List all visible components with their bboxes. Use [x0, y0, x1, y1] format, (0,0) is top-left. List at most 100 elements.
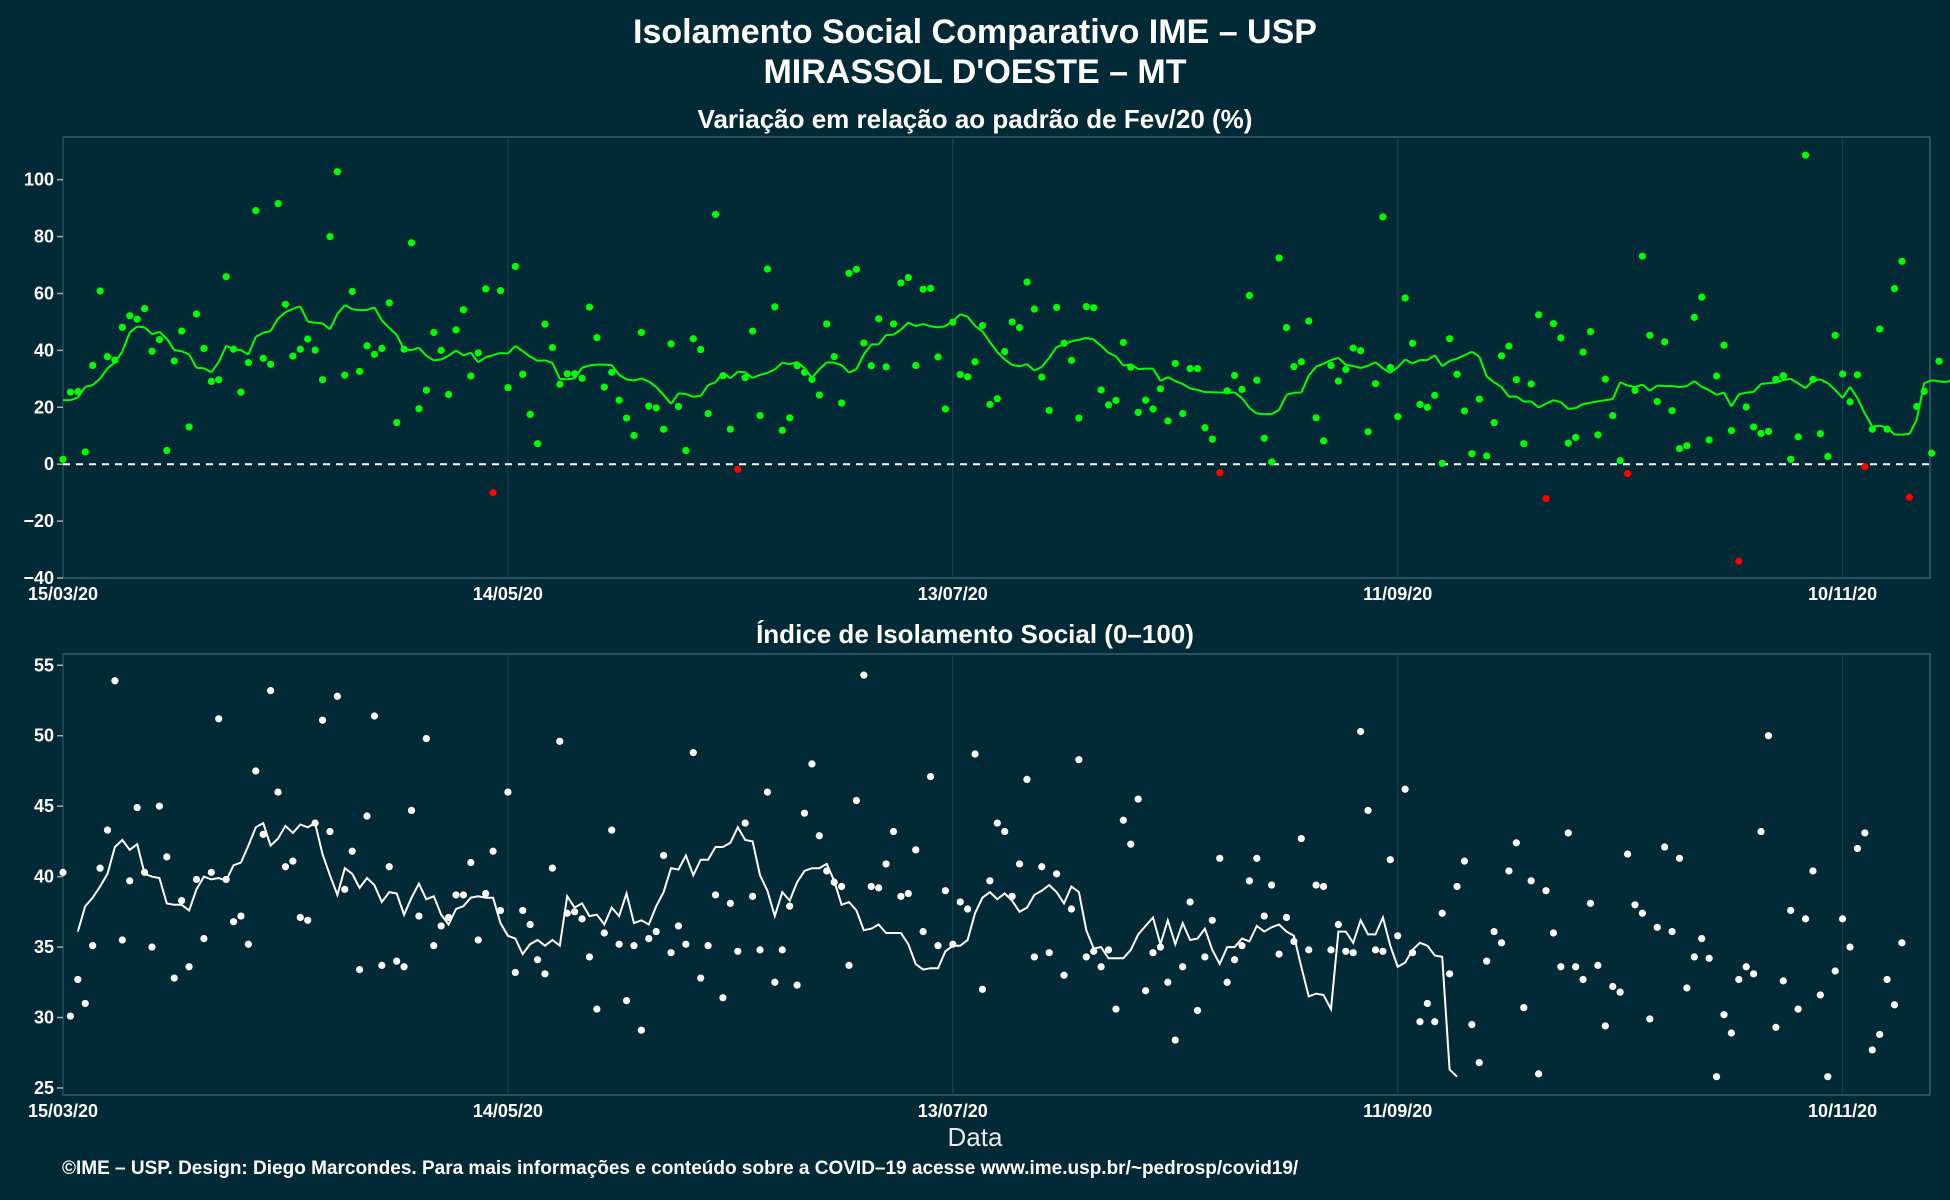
index-data-point	[452, 891, 460, 899]
index-data-point	[1238, 942, 1246, 950]
index-x-tick-label: 13/07/20	[918, 1101, 988, 1121]
variation-data-point	[237, 388, 245, 396]
variation-trend-segment	[966, 316, 976, 327]
variation-trend-segment	[1478, 356, 1488, 377]
variation-trend-segment	[121, 332, 131, 352]
variation-data-point	[748, 327, 757, 335]
variation-data-point	[1609, 411, 1617, 420]
variation-data-point	[1927, 449, 1936, 457]
index-data-point	[593, 1005, 601, 1013]
variation-data-point	[200, 344, 208, 352]
variation-data-point	[1831, 331, 1839, 339]
variation-data-point	[533, 440, 542, 448]
variation-data-point	[1868, 425, 1876, 433]
index-data-point	[1171, 1036, 1179, 1044]
index-data-point	[237, 912, 245, 920]
variation-trend-segment	[143, 326, 153, 335]
index-data-point	[1119, 816, 1127, 824]
index-data-point	[267, 687, 275, 695]
variation-trend-segment	[1315, 362, 1324, 368]
index-data-point	[630, 942, 638, 950]
variation-data-point	[1816, 430, 1824, 438]
variation-trend-segment	[522, 350, 531, 358]
index-data-point	[1579, 975, 1587, 984]
variation-data-point	[1193, 364, 1202, 373]
variation-data-point	[1898, 257, 1906, 265]
footer-credits: ©IME – USP. Design: Diego Marcondes. Par…	[62, 1158, 1299, 1179]
index-data-point	[578, 915, 586, 923]
variation-trend-segment	[1568, 407, 1576, 410]
index-data-point	[860, 671, 868, 679]
index-data-point	[1312, 881, 1320, 889]
variation-data-point	[118, 323, 126, 331]
variation-data-point	[1920, 387, 1928, 395]
variation-trend-segment	[1752, 383, 1762, 393]
variation-trend-segment	[1033, 365, 1043, 372]
variation-data-point	[1750, 423, 1758, 431]
variation-trend-segment	[1701, 385, 1710, 392]
variation-y-tick-label: −20	[23, 511, 54, 531]
index-data-point	[1690, 953, 1698, 961]
index-data-point	[786, 902, 794, 910]
variation-trend-segment	[1071, 338, 1080, 343]
variation-y-tick-label: 80	[34, 227, 54, 247]
variation-data-point	[1290, 363, 1298, 371]
variation-trend-segment	[604, 363, 612, 367]
index-data-point	[882, 860, 890, 868]
variation-data-point	[1223, 387, 1231, 395]
variation-data-point	[1653, 398, 1661, 406]
variation-data-point	[1386, 363, 1394, 372]
variation-trend-segment	[1345, 363, 1354, 368]
variation-trend-segment	[418, 347, 428, 357]
variation-data-point	[348, 287, 356, 296]
variation-data-point	[66, 388, 75, 396]
variation-data-point	[1646, 331, 1654, 339]
index-data-point	[978, 985, 987, 993]
variation-data-point	[978, 322, 987, 330]
variation-plot-frame	[62, 136, 1931, 579]
index-data-point	[949, 940, 957, 948]
variation-trend-segment	[1041, 357, 1050, 368]
variation-trend-segment	[1286, 391, 1295, 396]
variation-trend-segment	[1538, 402, 1547, 409]
variation-data-point	[889, 320, 898, 328]
variation-data-point	[763, 265, 772, 273]
index-data-point	[1438, 909, 1446, 917]
variation-trend-segment	[744, 371, 754, 379]
index-data-point	[993, 819, 1001, 827]
variation-data-point	[1186, 364, 1194, 373]
variation-trend-segment	[1575, 403, 1584, 410]
index-data-point	[1876, 1030, 1884, 1039]
index-y-tick-label: 25	[34, 1078, 54, 1098]
variation-trend-segment	[477, 356, 487, 364]
variation-trend-segment	[767, 368, 776, 374]
index-data-point	[889, 827, 898, 836]
variation-data-point	[912, 361, 920, 370]
index-data-point	[778, 946, 786, 954]
variation-data-point	[1245, 291, 1253, 300]
index-data-point	[296, 913, 304, 922]
variation-trend-segment	[1271, 408, 1280, 415]
variation-trend-segment	[151, 330, 160, 336]
index-data-point	[771, 978, 779, 986]
variation-data-point	[1416, 400, 1424, 409]
variation-data-point	[318, 376, 327, 384]
variation-data-point	[1505, 342, 1513, 350]
variation-trend-segment	[137, 325, 145, 329]
variation-data-point	[467, 372, 475, 380]
variation-trend-segment	[648, 380, 657, 388]
variation-trend-segment	[1433, 354, 1444, 367]
index-y-tick-label: 35	[34, 937, 54, 957]
index-data-point	[726, 899, 734, 907]
variation-trend-segment	[174, 349, 182, 353]
variation-trend-segment	[848, 368, 857, 374]
variation-data-point	[526, 410, 534, 419]
index-data-point	[467, 858, 475, 867]
variation-trend-segment	[1849, 386, 1859, 399]
variation-data-point	[1305, 317, 1313, 325]
variation-data-point	[215, 376, 223, 384]
variation-data-point	[482, 285, 490, 293]
variation-data-point	[1327, 361, 1335, 370]
index-data-point	[1053, 870, 1061, 878]
index-data-point	[1653, 923, 1661, 931]
